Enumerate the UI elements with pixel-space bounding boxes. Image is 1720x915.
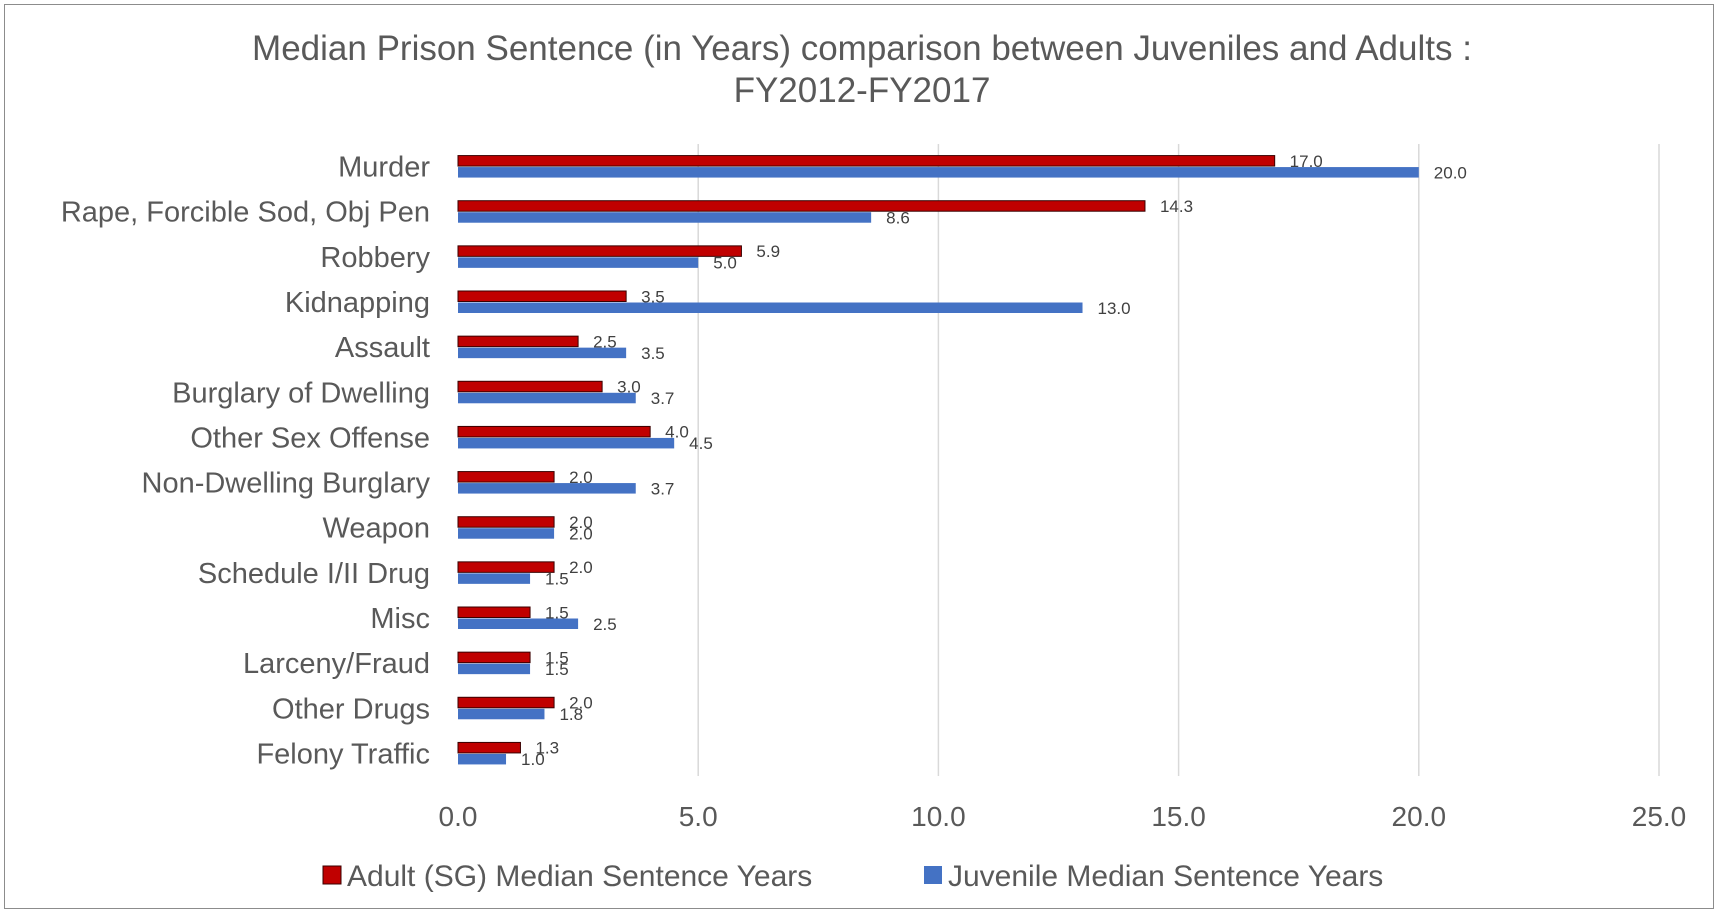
data-label-adult-other-sex-offense: 4.0 (665, 423, 689, 442)
category-label-misc: Misc (370, 603, 430, 635)
x-tick-label-15-0: 15.0 (1151, 801, 1206, 832)
chart-title-line-1: Median Prison Sentence (in Years) compar… (252, 29, 1472, 68)
bar-adult-schedule-i-ii-drug (457, 561, 555, 573)
data-label-adult-larceny-fraud: 1.5 (545, 648, 569, 667)
data-label-juvenile-misc: 2.5 (593, 615, 617, 634)
bar-juvenile-murder (458, 167, 1419, 178)
x-tick-label-0-0: 0.0 (439, 801, 478, 832)
bar-adult-rape-forcible-sod-obj-pen (457, 200, 1146, 212)
category-label-kidnapping: Kidnapping (285, 287, 430, 319)
legend: Adult (SG) Median Sentence Years Juvenil… (322, 860, 1383, 893)
bar-juvenile-felony-traffic (458, 753, 507, 765)
bar-juvenile-misc (458, 618, 579, 629)
bar-juvenile-rape-forcible-sod-obj-pen (458, 212, 872, 223)
data-label-juvenile-assault: 3.5 (641, 344, 665, 363)
data-label-juvenile-murder: 20.0 (1434, 163, 1467, 182)
data-label-adult-burglary-of-dwelling: 3.0 (617, 378, 641, 397)
chart-frame (4, 4, 1714, 909)
data-label-adult-kidnapping: 3.5 (641, 287, 665, 306)
category-label-schedule-i-ii-drug: Schedule I/II Drug (198, 558, 430, 590)
data-label-juvenile-kidnapping: 13.0 (1098, 299, 1131, 318)
x-tick-label-10-0: 10.0 (911, 801, 966, 832)
data-label-adult-schedule-i-ii-drug: 2.0 (569, 558, 593, 577)
data-label-adult-weapon: 2.0 (569, 513, 593, 532)
category-label-non-dwelling-burglary: Non-Dwelling Burglary (142, 468, 431, 500)
bar-juvenile-robbery (458, 257, 699, 268)
bar-adult-larceny-fraud (457, 651, 531, 664)
bar-juvenile-weapon (458, 528, 555, 539)
bar-adult-other-sex-offense (457, 425, 651, 438)
category-label-felony-traffic: Felony Traffic (256, 738, 430, 770)
data-label-juvenile-rape-forcible-sod-obj-pen: 8.6 (886, 208, 910, 227)
bar-juvenile-burglary-of-dwelling (458, 392, 636, 404)
category-label-rape-forcible-sod-obj-pen: Rape, Forcible Sod, Obj Pen (61, 197, 430, 229)
category-label-weapon: Weapon (323, 513, 431, 545)
data-label-juvenile-schedule-i-ii-drug: 1.5 (545, 570, 569, 589)
bar-adult-burglary-of-dwelling (457, 380, 603, 393)
chart-title-line-2: FY2012-FY2017 (734, 71, 991, 110)
bar-adult-weapon (457, 516, 555, 528)
bar-adult-assault (457, 335, 579, 348)
gridlines (697, 144, 1660, 776)
category-label-burglary-of-dwelling: Burglary of Dwelling (172, 377, 430, 409)
category-labels: Murder Rape, Forcible Sod, Obj Pen Robbery… (61, 152, 431, 771)
data-label-adult-rape-forcible-sod-obj-pen: 14.3 (1160, 197, 1193, 216)
bar-adult-robbery (457, 245, 742, 257)
data-label-adult-assault: 2.5 (593, 332, 617, 351)
bars: 17.020.014.38.65.95.03.513.02.53.53.03.7… (457, 152, 1467, 769)
category-label-other-drugs: Other Drugs (272, 693, 430, 725)
bar-juvenile-schedule-i-ii-drug (458, 573, 531, 584)
x-tick-label-25-0: 25.0 (1632, 801, 1687, 832)
category-label-larceny-fraud: Larceny/Fraud (243, 648, 430, 680)
data-label-juvenile-felony-traffic: 1.0 (521, 750, 545, 769)
data-label-juvenile-other-sex-offense: 4.5 (689, 434, 713, 453)
bar-adult-felony-traffic (457, 741, 521, 754)
x-tick-label-5-0: 5.0 (679, 801, 718, 832)
data-label-adult-felony-traffic: 1.3 (535, 739, 559, 758)
bar-adult-kidnapping (457, 290, 627, 302)
category-label-robbery: Robbery (320, 242, 430, 274)
bar-adult-non-dwelling-burglary (457, 471, 555, 483)
bar-juvenile-other-sex-offense (458, 437, 675, 449)
category-label-murder: Murder (338, 152, 430, 184)
x-axis-tick-labels: 0.0 5.0 10.0 15.0 20.0 25.0 (439, 801, 1687, 832)
data-label-juvenile-robbery: 5.0 (713, 254, 737, 273)
legend-swatch-adult (322, 865, 342, 885)
data-label-juvenile-burglary-of-dwelling: 3.7 (651, 389, 675, 408)
data-label-adult-murder: 17.0 (1290, 152, 1323, 171)
data-label-adult-non-dwelling-burglary: 2.0 (569, 468, 593, 487)
data-label-adult-other-drugs: 2.0 (569, 694, 593, 713)
bar-adult-murder (457, 155, 1276, 167)
data-label-juvenile-larceny-fraud: 1.5 (545, 660, 569, 679)
data-label-juvenile-non-dwelling-burglary: 3.7 (651, 479, 675, 498)
bar-adult-other-drugs (457, 696, 555, 709)
data-label-juvenile-weapon: 2.0 (569, 524, 593, 543)
bar-juvenile-kidnapping (458, 302, 1083, 313)
category-label-assault: Assault (335, 332, 430, 364)
x-tick-label-20-0: 20.0 (1392, 801, 1447, 832)
bar-juvenile-other-drugs (458, 708, 545, 720)
category-label-other-sex-offense: Other Sex Offense (190, 422, 430, 454)
data-label-juvenile-other-drugs: 1.8 (559, 705, 583, 724)
bar-juvenile-assault (458, 347, 627, 359)
legend-entry-adult: Adult (SG) Median Sentence Years (347, 860, 812, 893)
data-label-adult-misc: 1.5 (545, 603, 569, 622)
legend-swatch-juvenile (924, 866, 942, 884)
chart-title: Median Prison Sentence (in Years) compar… (252, 29, 1472, 110)
data-label-adult-robbery: 5.9 (756, 242, 780, 261)
bar-juvenile-larceny-fraud (458, 663, 531, 675)
legend-entry-juvenile: Juvenile Median Sentence Years (948, 860, 1383, 893)
bar-juvenile-non-dwelling-burglary (458, 483, 636, 494)
bar-adult-misc (457, 606, 531, 618)
